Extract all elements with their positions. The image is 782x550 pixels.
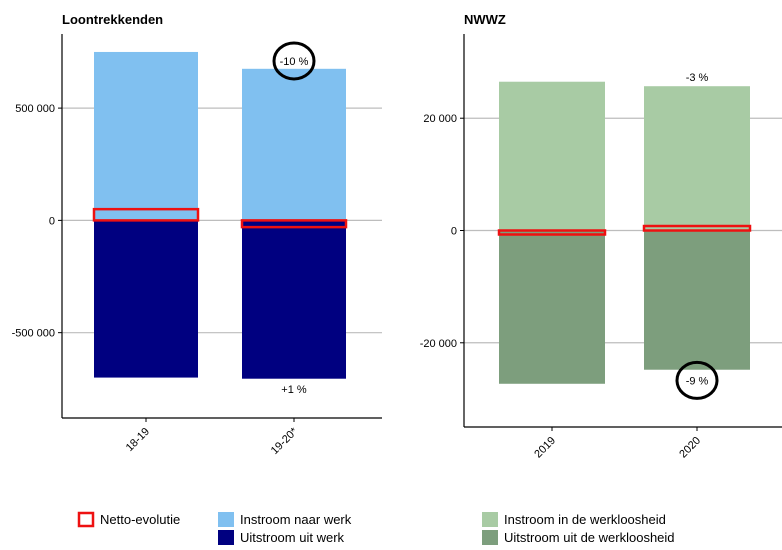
legend-label: Instroom in de werkloosheid: [504, 512, 666, 527]
legend-item-uitstroom-uit-werk: Uitstroom uit werk: [218, 530, 345, 545]
y-tick-label: 0: [49, 215, 55, 227]
legend-label: Uitstroom uit werk: [240, 530, 345, 545]
bar-instroom-in-de-werkloosheid-2020: [644, 86, 750, 231]
legend-label: Uitstroom uit de werkloosheid: [504, 530, 675, 545]
chart-title: NWWZ: [464, 12, 506, 27]
legend-label: Instroom naar werk: [240, 512, 352, 527]
bar-uitstroom-uit-de-werkloosheid-2020: [644, 230, 750, 370]
legend-label: Netto-evolutie: [100, 512, 180, 527]
legend-swatch: [482, 512, 498, 527]
legend-item-instroom-in-de-werkloosheid: Instroom in de werkloosheid: [482, 512, 666, 527]
annotation-circle: [675, 360, 719, 400]
bar-uitstroom-uit-de-werkloosheid-2019: [499, 230, 605, 384]
annotation-label: -10 %: [280, 56, 309, 68]
x-tick-label-18-19: 18-19: [124, 426, 152, 454]
y-tick-label: 500 000: [15, 103, 55, 115]
x-tick-label-2019: 2019: [532, 435, 558, 461]
legend-swatch: [218, 530, 234, 545]
legend-item-instroom-naar-werk: Instroom naar werk: [218, 512, 352, 527]
legend-swatch: [77, 511, 95, 528]
chart-panel-2: NWWZ -20 000 0 20 000 2019 2020 -3 % -9 %: [420, 12, 782, 460]
chart-title: Loontrekkenden: [62, 12, 163, 27]
netto-box-2019: [497, 229, 607, 236]
annotation-label: -9 %: [686, 375, 709, 387]
bar-instroom-in-de-werkloosheid-2019: [499, 81, 605, 231]
legend-swatch: [218, 512, 234, 527]
annotation-label: +1 %: [281, 384, 307, 396]
bar-uitstroom-uit-werk-19-20: [242, 220, 346, 379]
chart-panel-1: Loontrekkenden -500 000 0 500 000 18-19 19-20…: [12, 12, 382, 457]
legend: Netto-evolutie Instroom naar werk Uitstroo…: [77, 511, 675, 545]
netto-box-19-20: [240, 219, 348, 229]
x-tick-label-2020: 2020: [677, 435, 703, 461]
bar-instroom-naar-werk-18-19: [94, 51, 198, 221]
netto-box-2020: [642, 224, 752, 232]
legend-item-uitstroom-uit-de-werkloosheid: Uitstroom uit de werkloosheid: [482, 530, 675, 545]
legend-item-netto-evolutie: Netto-evolutie: [77, 511, 180, 528]
y-tick-label: 20 000: [423, 113, 457, 125]
legend-swatch: [482, 530, 498, 545]
bar-uitstroom-uit-werk-18-19: [94, 220, 198, 378]
y-tick-label: -20 000: [420, 338, 457, 350]
annotation-circle: [272, 41, 316, 81]
y-tick-label: -500 000: [12, 328, 55, 340]
x-tick-label-19-20: 19-20*: [269, 425, 301, 457]
annotation-label: -3 %: [686, 72, 709, 84]
netto-box-18-19: [92, 207, 200, 222]
y-tick-label: 0: [451, 226, 457, 238]
bar-instroom-naar-werk-19-20: [242, 68, 346, 221]
